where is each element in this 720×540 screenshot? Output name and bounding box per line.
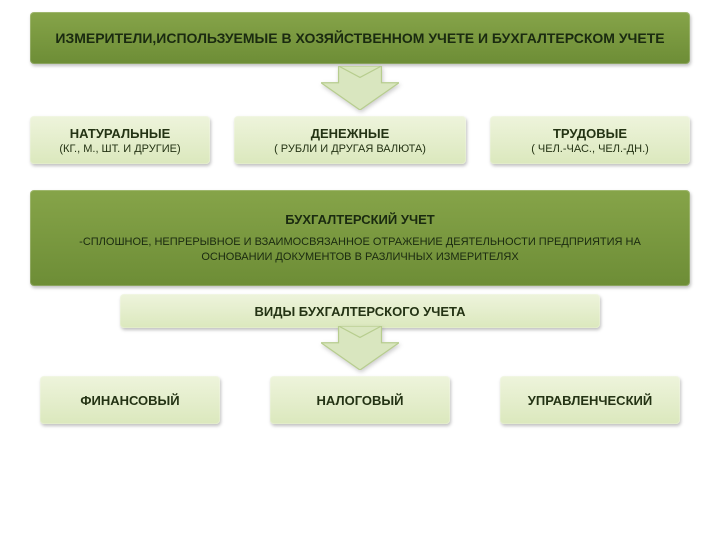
type-box: ФИНАНСОВЫЙ [40,376,220,424]
definition-desc: -СПЛОШНОЕ, НЕПРЕРЫВНОЕ И ВЗАИМОСВЯЗАННОЕ… [42,235,678,264]
type-box: УПРАВЛЕНЧЕСКИЙ [500,376,680,424]
measure-title: ДЕНЕЖНЫЕ [311,126,390,141]
types-row: ФИНАНСОВЫЙ НАЛОГОВЫЙ УПРАВЛЕНЧЕСКИЙ [30,376,690,424]
measure-sub: ( ЧЕЛ.-ЧАС., ЧЕЛ.-ДН.) [531,143,649,155]
measure-box: ТРУДОВЫЕ ( ЧЕЛ.-ЧАС., ЧЕЛ.-ДН.) [490,116,690,164]
measure-box: НАТУРАЛЬНЫЕ (КГ., М., ШТ. И ДРУГИЕ) [30,116,210,164]
header-title: ИЗМЕРИТЕЛИ,ИСПОЛЬЗУЕМЫЕ В ХОЗЯЙСТВЕННОМ … [55,29,664,48]
measure-title: ТРУДОВЫЕ [553,126,627,141]
measure-title: НАТУРАЛЬНЫЕ [70,126,170,141]
types-header-title: ВИДЫ БУХГАЛТЕРСКОГО УЧЕТА [254,304,465,319]
measure-box: ДЕНЕЖНЫЕ ( РУБЛИ И ДРУГАЯ ВАЛЮТА) [234,116,466,164]
type-title: УПРАВЛЕНЧЕСКИЙ [528,393,652,408]
arrow-down-2-wrap [30,326,690,370]
measures-row: НАТУРАЛЬНЫЕ (КГ., М., ШТ. И ДРУГИЕ) ДЕНЕЖН… [30,116,690,164]
definition-title: БУХГАЛТЕРСКИЙ УЧЕТ [285,212,434,227]
header-box: ИЗМЕРИТЕЛИ,ИСПОЛЬЗУЕМЫЕ В ХОЗЯЙСТВЕННОМ … [30,12,690,64]
arrow-down-icon [321,326,399,370]
types-header-box: ВИДЫ БУХГАЛТЕРСКОГО УЧЕТА [120,294,600,328]
measure-sub: ( РУБЛИ И ДРУГАЯ ВАЛЮТА) [274,143,426,155]
arrow-down-icon [321,66,399,110]
measure-sub: (КГ., М., ШТ. И ДРУГИЕ) [59,143,180,155]
type-box: НАЛОГОВЫЙ [270,376,450,424]
definition-box: БУХГАЛТЕРСКИЙ УЧЕТ -СПЛОШНОЕ, НЕПРЕРЫВНО… [30,190,690,286]
type-title: НАЛОГОВЫЙ [317,393,404,408]
type-title: ФИНАНСОВЫЙ [80,393,179,408]
arrow-down-1-wrap [30,66,690,110]
